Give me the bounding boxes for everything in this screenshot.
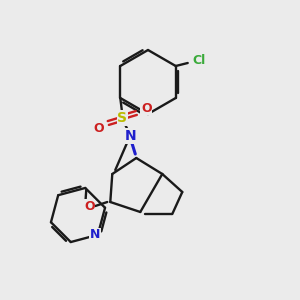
Text: N: N [90, 228, 100, 241]
Text: O: O [141, 101, 152, 115]
Text: S: S [117, 111, 127, 125]
Text: Cl: Cl [192, 55, 205, 68]
Text: O: O [84, 200, 94, 212]
Text: N: N [124, 129, 136, 143]
Text: O: O [93, 122, 104, 134]
